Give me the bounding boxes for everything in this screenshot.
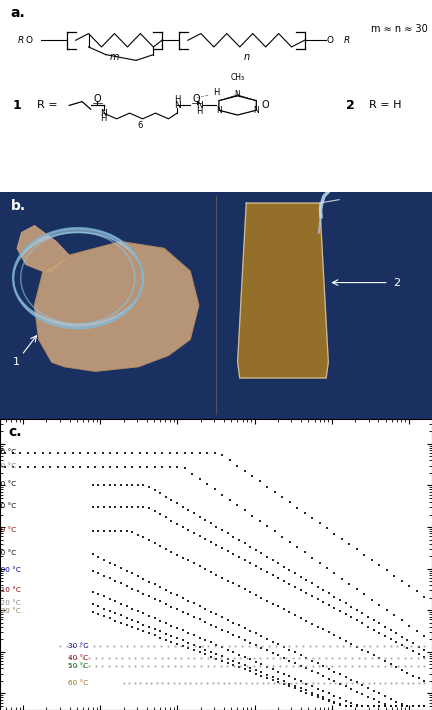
Text: H: H (101, 114, 107, 124)
Text: N: N (100, 109, 107, 118)
Text: 1: 1 (13, 99, 22, 112)
Text: N: N (174, 101, 181, 110)
Text: 130 °C: 130 °C (0, 608, 21, 614)
Text: 120 °C: 120 °C (0, 600, 21, 606)
Polygon shape (35, 241, 199, 371)
Polygon shape (238, 203, 328, 378)
Text: 90 °C: 90 °C (0, 550, 17, 556)
Text: 60 °C: 60 °C (0, 481, 17, 487)
Text: O: O (93, 94, 101, 104)
Text: c.: c. (9, 425, 22, 439)
Text: 50 °C: 50 °C (0, 463, 17, 469)
Text: m ≈ n ≈ 30: m ≈ n ≈ 30 (371, 23, 428, 34)
Text: 2: 2 (393, 278, 400, 288)
Text: N: N (216, 106, 222, 115)
Text: R =: R = (37, 100, 57, 111)
Text: O: O (327, 36, 334, 45)
Text: 50 °C: 50 °C (68, 663, 88, 670)
Text: n: n (243, 52, 249, 62)
Text: 30 °C: 30 °C (68, 643, 88, 649)
Text: CH₃: CH₃ (231, 73, 245, 82)
Text: 1: 1 (13, 357, 20, 367)
Text: H: H (213, 89, 219, 97)
Text: 100 °C: 100 °C (0, 567, 21, 572)
Text: H: H (197, 106, 203, 116)
Text: N: N (197, 101, 203, 110)
Text: N: N (235, 90, 241, 99)
Text: N: N (253, 106, 259, 115)
Text: R: R (18, 36, 24, 45)
Text: 80 °C: 80 °C (0, 527, 17, 533)
Polygon shape (17, 226, 69, 271)
Text: O: O (25, 36, 32, 45)
Text: H: H (174, 95, 180, 104)
Text: O: O (261, 100, 269, 111)
Text: 6: 6 (138, 121, 143, 130)
Text: R: R (343, 36, 349, 45)
Text: 70 °C: 70 °C (0, 503, 17, 509)
Text: 2: 2 (346, 99, 354, 112)
Text: 110 °C: 110 °C (0, 587, 21, 594)
Text: R = H: R = H (369, 100, 402, 111)
Text: 60 °C: 60 °C (68, 679, 88, 686)
Text: O: O (193, 94, 200, 104)
Text: a.: a. (11, 6, 25, 20)
Text: 40 °C: 40 °C (68, 655, 88, 661)
Text: b.: b. (11, 199, 26, 212)
Text: 40 °C: 40 °C (0, 449, 17, 454)
Text: m: m (110, 52, 119, 62)
